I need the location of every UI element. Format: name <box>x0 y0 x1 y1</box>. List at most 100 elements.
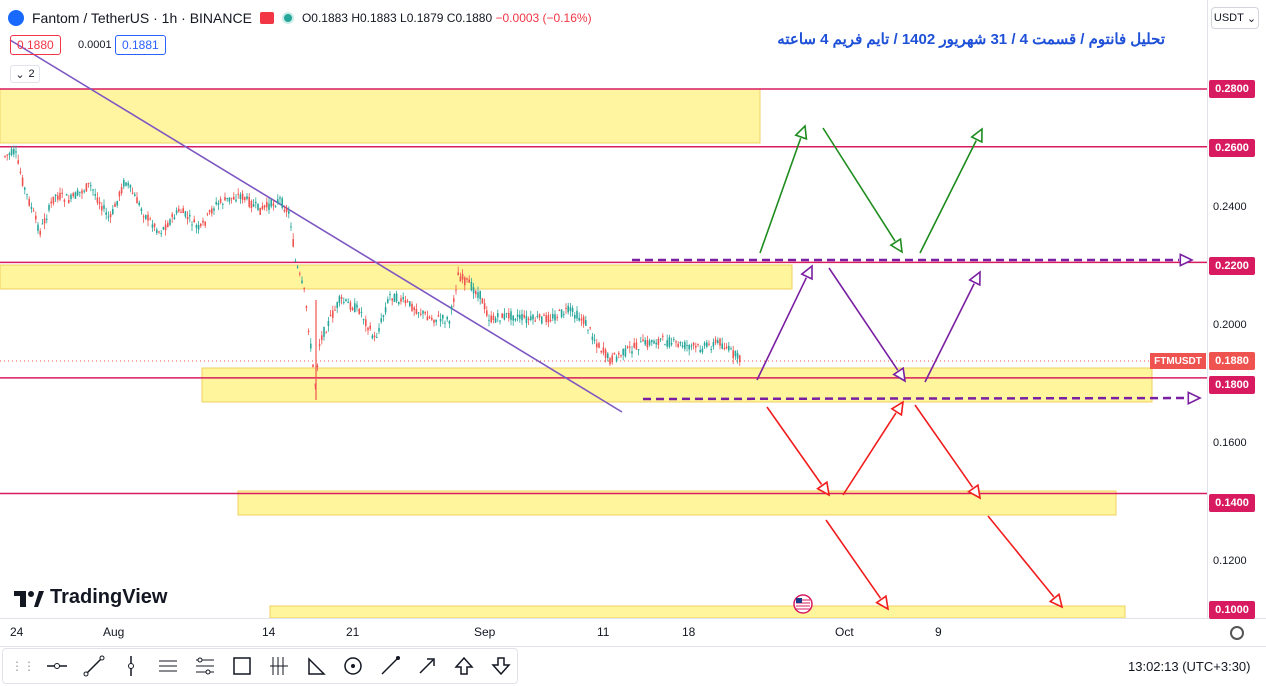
purple-arrow <box>756 277 808 381</box>
candle-body <box>239 194 242 199</box>
currency-select[interactable]: USDT ⌄ <box>1211 7 1259 29</box>
triangle-icon[interactable] <box>301 651 332 681</box>
level-label[interactable]: 0.2600 <box>1209 139 1255 157</box>
trend-line-icon[interactable] <box>78 651 109 681</box>
time-zone-clock[interactable]: 13:02:13 (UTC+3:30) <box>1128 659 1251 674</box>
candle-body <box>477 292 479 298</box>
candle-body <box>98 201 101 204</box>
candle-body <box>675 341 677 343</box>
candle-body <box>329 314 332 316</box>
ellipse-icon[interactable] <box>338 651 369 681</box>
flag-icon[interactable] <box>259 12 274 24</box>
candle-body <box>160 233 162 235</box>
candle-body <box>296 266 299 268</box>
candle-body <box>4 155 6 157</box>
candle-body <box>609 358 611 365</box>
red-arrow <box>987 515 1055 598</box>
candle-body <box>448 321 451 324</box>
candle-body <box>32 210 35 212</box>
indicators-toggle-button[interactable]: ⌄ 2 <box>10 65 40 83</box>
vertical-line-icon[interactable] <box>115 651 146 681</box>
candle-body <box>15 151 17 153</box>
level-label[interactable]: 0.2800 <box>1209 80 1255 98</box>
fib-icon[interactable] <box>263 651 294 681</box>
candle-body <box>208 210 211 213</box>
candle-body <box>164 224 167 231</box>
candle-body <box>158 231 160 233</box>
drag-handle-icon[interactable]: ⋮⋮ <box>11 659 35 673</box>
buy-button[interactable]: 0.1881 <box>115 35 166 55</box>
level-label[interactable]: 0.1400 <box>1209 494 1255 512</box>
parallel-channel-icon[interactable] <box>152 651 183 681</box>
candle-body <box>101 206 103 211</box>
time-tick: 18 <box>682 625 696 639</box>
candle-body <box>556 317 558 319</box>
green-arrow <box>759 137 802 254</box>
green-arrow <box>822 127 896 242</box>
candle-body <box>351 307 354 311</box>
arrow-down-icon[interactable] <box>486 651 517 681</box>
candle-body <box>204 221 206 226</box>
candle-body <box>479 290 481 299</box>
candle-body <box>516 314 519 318</box>
candle-body <box>732 350 734 359</box>
tradingview-logo[interactable]: TradingView <box>14 586 167 609</box>
time-tick: 21 <box>346 625 360 639</box>
price-tick: 0.1600 <box>1213 437 1247 449</box>
candle-body <box>303 287 305 289</box>
red-arrow <box>825 519 882 599</box>
brush-icon[interactable] <box>375 651 406 681</box>
candle-body <box>459 276 462 282</box>
candle-body <box>8 153 11 156</box>
symbol-header[interactable]: Fantom / TetherUS · 1h · BINANCE O0.1883… <box>8 8 592 28</box>
candle-body <box>679 341 682 344</box>
candle-body <box>395 293 398 302</box>
candle-body <box>527 318 530 321</box>
candle-body <box>43 218 46 224</box>
currency-label: USDT <box>1213 12 1244 24</box>
candle-body <box>87 182 90 185</box>
pitchfork-icon[interactable] <box>189 651 220 681</box>
settings-gear-icon[interactable] <box>1230 626 1244 640</box>
candle-body <box>651 339 653 342</box>
level-label[interactable]: 0.1000 <box>1209 601 1255 619</box>
candle-body <box>565 307 567 309</box>
arrow-up-icon[interactable] <box>449 651 480 681</box>
candle-body <box>426 316 429 321</box>
bottom-toolbar-border <box>0 646 1266 647</box>
candle-body <box>514 318 517 321</box>
candle-body <box>508 313 510 319</box>
candle-body <box>681 345 684 348</box>
symbol-title[interactable]: Fantom / TetherUS · 1h · BINANCE <box>32 10 252 26</box>
market-status-icon[interactable] <box>281 12 294 24</box>
price-tick: 0.2000 <box>1213 319 1247 331</box>
candle-body <box>406 301 409 303</box>
candle-body <box>292 239 294 247</box>
candle-body <box>521 314 523 321</box>
candle-body <box>695 345 697 348</box>
candle-body <box>629 346 631 348</box>
level-label[interactable]: 0.2200 <box>1209 257 1255 275</box>
arrow-icon[interactable] <box>412 651 443 681</box>
horizontal-line-icon[interactable] <box>41 651 72 681</box>
candle-body <box>301 280 303 283</box>
candle-body <box>534 320 536 322</box>
candle-body <box>538 314 541 318</box>
candle-body <box>622 348 624 356</box>
candle-body <box>560 309 563 318</box>
candle-body <box>499 320 501 322</box>
candle-body <box>149 218 151 220</box>
rectangle-icon[interactable] <box>226 651 257 681</box>
sell-button[interactable]: 0.1880 <box>10 35 61 55</box>
candle-body <box>525 316 528 324</box>
candle-body <box>237 193 239 195</box>
candle-body <box>279 197 281 199</box>
candle-body <box>277 199 279 203</box>
candle-body <box>307 330 310 332</box>
candle-body <box>136 197 138 204</box>
candle-body <box>547 315 550 323</box>
candle-body <box>211 208 213 214</box>
candle-body <box>103 205 105 209</box>
level-label[interactable]: 0.1800 <box>1209 376 1255 394</box>
